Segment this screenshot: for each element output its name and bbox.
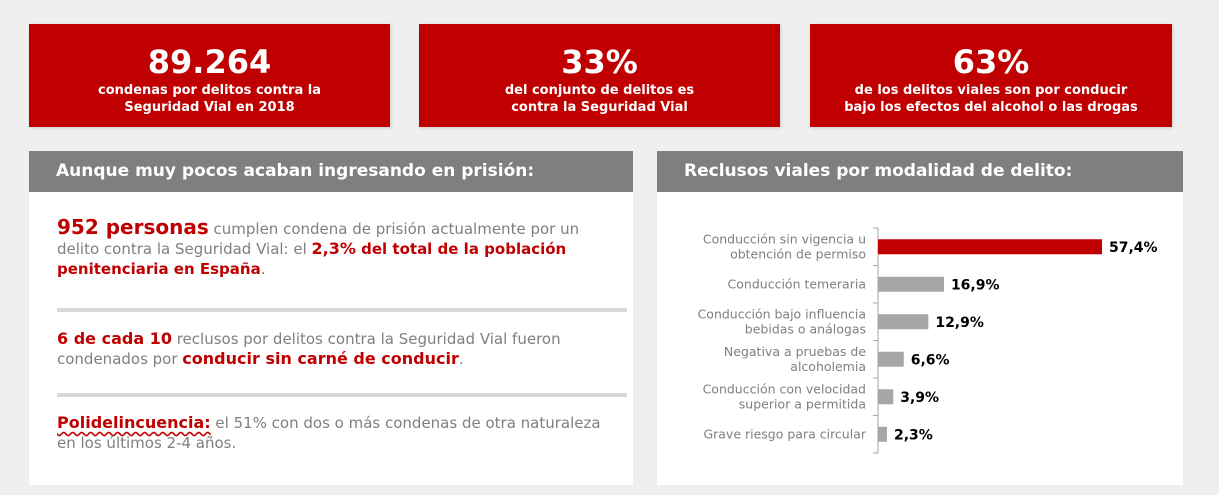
value-label: 2,3%: [894, 427, 933, 443]
stat-description: de los delitos viales son por conducir b…: [844, 83, 1138, 115]
stat-description: condenas por delitos contra la Seguridad…: [98, 83, 321, 115]
stat-value: 33%: [561, 43, 638, 81]
stat-description: del conjunto de delitos es contra la Seg…: [504, 83, 695, 115]
value-label: 57,4%: [1109, 240, 1158, 256]
divider: [57, 393, 627, 397]
stat-card-porcentaje-delitos: 33% del conjunto de delitos es contra la…: [419, 24, 780, 127]
panel-header: Aunque muy pocos acaban ingresando en pr…: [29, 151, 633, 192]
unlicensed-paragraph: 6 de cada 10 reclusos por delitos contra…: [57, 329, 561, 368]
category-label: Conducción bajo influencia bebidas o anál…: [698, 306, 866, 336]
value-label: 16,9%: [951, 277, 1000, 293]
stat-value: 63%: [952, 43, 1030, 81]
bar: [878, 239, 1102, 255]
highlight-ratio: 6 de cada 10: [57, 329, 172, 348]
highlight-term: Polidelincuencia:: [57, 413, 211, 432]
prison-info-panel: Aunque muy pocos acaban ingresando en pr…: [29, 151, 633, 485]
offense-chart-panel: Reclusos viales por modalidad de delito:…: [657, 151, 1183, 485]
highlight-count: 952 personas: [57, 215, 209, 239]
offense-bar-chart: 57,4% Conducción sin vigencia u obtención …: [698, 227, 1158, 454]
value-label: 3,9%: [900, 390, 939, 406]
polidelincuencia-paragraph: Polidelincuencia: el 51% con dos o más c…: [57, 413, 601, 452]
category-label: Grave riesgo para circular: [703, 426, 866, 441]
highlight-percent: 2,3%: [311, 239, 356, 258]
bar: [878, 389, 894, 405]
stat-value: 89.264: [147, 43, 272, 81]
divider: [57, 308, 627, 312]
category-label: Conducción temeraria: [728, 276, 866, 291]
category-label: Conducción con velocidad superior a permi…: [703, 381, 866, 411]
value-label: 12,9%: [935, 315, 984, 331]
prison-population-paragraph: 952 personas cumplen condena de prisión …: [57, 215, 580, 278]
highlight-total: del total de la población penitenciaria …: [57, 240, 567, 278]
bar: [878, 276, 944, 292]
highlight-offense: conducir sin carné de conducir: [182, 349, 459, 368]
category-label: Negativa a pruebas de alcoholemia: [724, 344, 866, 374]
panel-header: Reclusos viales por modalidad de delito:: [657, 151, 1183, 192]
category-label: Conducción sin vigencia u obtención de pe…: [703, 231, 866, 261]
bar: [878, 351, 904, 367]
value-label: 6,6%: [911, 352, 950, 368]
bar: [878, 314, 929, 330]
stat-card-alcohol-drogas: 63% de los delitos viales son por conduc…: [810, 24, 1172, 127]
stat-card-condenas: 89.264 condenas por delitos contra la Se…: [29, 24, 390, 127]
bar: [878, 426, 887, 442]
